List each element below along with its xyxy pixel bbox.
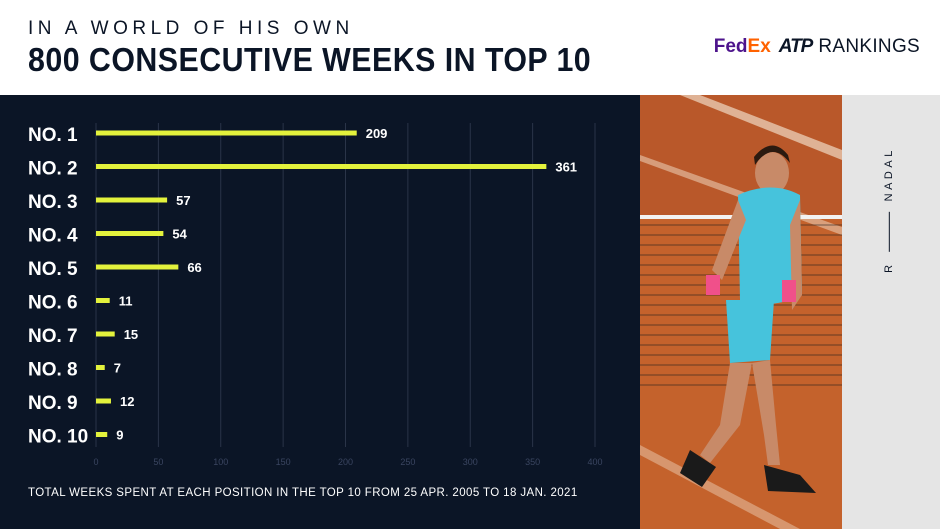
x-tick-label: 150 [276,457,291,467]
player-name-strip: R NADAL [842,95,940,529]
x-tick-label: 350 [525,457,540,467]
bar [96,197,168,203]
category-label: NO. 6 [28,293,78,314]
category-label: NO. 1 [28,125,78,146]
value-label: 7 [114,361,121,376]
category-label: NO. 2 [28,159,78,180]
x-tick-label: 300 [463,457,478,467]
value-label: 209 [366,126,388,141]
bar [96,432,108,437]
category-label: NO. 10 [28,427,88,448]
bar [96,331,115,337]
value-label: 66 [187,260,201,275]
bar [96,130,357,136]
bar [96,164,547,169]
name-divider [888,211,890,252]
value-label: 15 [124,327,138,342]
bar [96,398,111,404]
x-tick-label: 100 [213,457,228,467]
value-label: 361 [555,160,577,175]
category-label: NO. 3 [28,192,78,213]
chart-footnote: TOTAL WEEKS SPENT AT EACH POSITION IN TH… [28,487,578,499]
bar-chart: 0 50 100 150 200 250 300 350 400 NO. 1 209 NO. 2 361… [28,123,603,467]
x-tick-label: 250 [400,457,415,467]
fedex-atp-logo: Fed Ex ATP RANKINGS [714,36,920,58]
chart-panel: 0 50 100 150 200 250 300 350 400 NO. 1 209 NO. 2 361… [0,95,640,529]
category-label: NO. 9 [28,393,78,414]
player-initial: R [883,261,896,273]
header: IN A WORLD OF HIS OWN 800 CONSECUTIVE WE… [0,0,940,95]
x-tick-label: 0 [93,457,98,467]
player-photo-illustration [640,95,842,529]
logo-ex: Ex [747,36,771,57]
bar [96,231,164,236]
value-label: 11 [119,294,133,309]
category-label: NO. 8 [28,360,78,381]
category-label: NO. 7 [28,326,78,347]
logo-fed: Fed [713,36,748,57]
kicker: IN A WORLD OF HIS OWN [28,18,354,39]
x-tick-label: 50 [153,457,163,467]
category-label: NO. 4 [28,226,78,247]
category-label: NO. 5 [28,259,78,280]
player-photo [640,95,842,529]
bar [96,365,105,370]
value-label: 12 [120,394,134,409]
x-tick-label: 200 [338,457,353,467]
value-label: 57 [176,193,190,208]
logo-atp: ATP [778,36,814,57]
value-label: 9 [116,428,123,443]
page-title: 800 CONSECUTIVE WEEKS IN TOP 10 [28,41,592,78]
player-surname: NADAL [883,147,896,202]
logo-rankings: RANKINGS [818,36,920,57]
bar [96,264,179,270]
value-label: 54 [172,227,187,242]
player-name: R NADAL [874,135,904,285]
x-tick-label: 400 [587,457,602,467]
bar [96,298,110,303]
